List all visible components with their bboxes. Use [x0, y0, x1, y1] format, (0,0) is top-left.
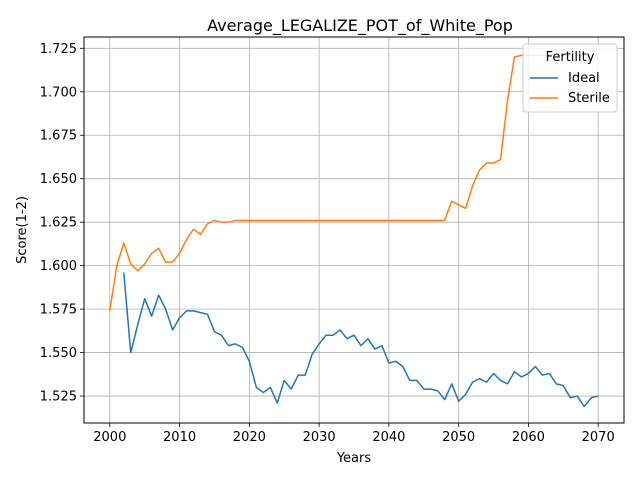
legend-label-sterile: Sterile: [568, 91, 610, 106]
y-tick-label: 1.625: [40, 216, 77, 231]
series-line-sterile: [109, 54, 599, 311]
x-axis: 2000 2010 2020 2030 2040 2050 2060 2070: [93, 423, 615, 445]
x-tick-label: 2070: [582, 430, 615, 445]
y-tick-label: 1.550: [40, 346, 77, 361]
grid-lines: [84, 37, 624, 423]
y-tick-label: 1.675: [40, 129, 77, 144]
y-tick-label: 1.575: [40, 303, 77, 318]
x-tick-label: 2020: [233, 430, 266, 445]
x-tick-label: 2060: [512, 430, 545, 445]
y-tick-label: 1.525: [40, 390, 77, 405]
plot-frame: [83, 36, 625, 424]
y-axis-label: Score(1-2): [15, 196, 30, 264]
y-tick-label: 1.600: [40, 259, 77, 274]
x-axis-label: Years: [336, 451, 372, 466]
x-tick-label: 2000: [93, 430, 126, 445]
y-axis: 1.525 1.550 1.575 1.600 1.625 1.650 1.675 1.700…: [40, 42, 84, 405]
x-tick-label: 2050: [442, 430, 475, 445]
chart-title: Average_LEGALIZE_POT_of_White_Pop: [207, 16, 513, 36]
x-tick-label: 2030: [303, 430, 336, 445]
legend-label-ideal: Ideal: [568, 71, 600, 86]
y-tick-label: 1.725: [40, 42, 77, 57]
x-tick-label: 2010: [163, 430, 196, 445]
series-lines: [109, 54, 599, 408]
x-tick-label: 2040: [372, 430, 405, 445]
y-tick-label: 1.650: [40, 172, 77, 187]
legend-box: [522, 43, 618, 113]
series-line-ideal: [123, 272, 599, 408]
legend: Fertility Ideal Sterile: [522, 43, 618, 113]
legend-title: Fertility: [546, 50, 595, 65]
y-tick-label: 1.700: [40, 85, 77, 100]
